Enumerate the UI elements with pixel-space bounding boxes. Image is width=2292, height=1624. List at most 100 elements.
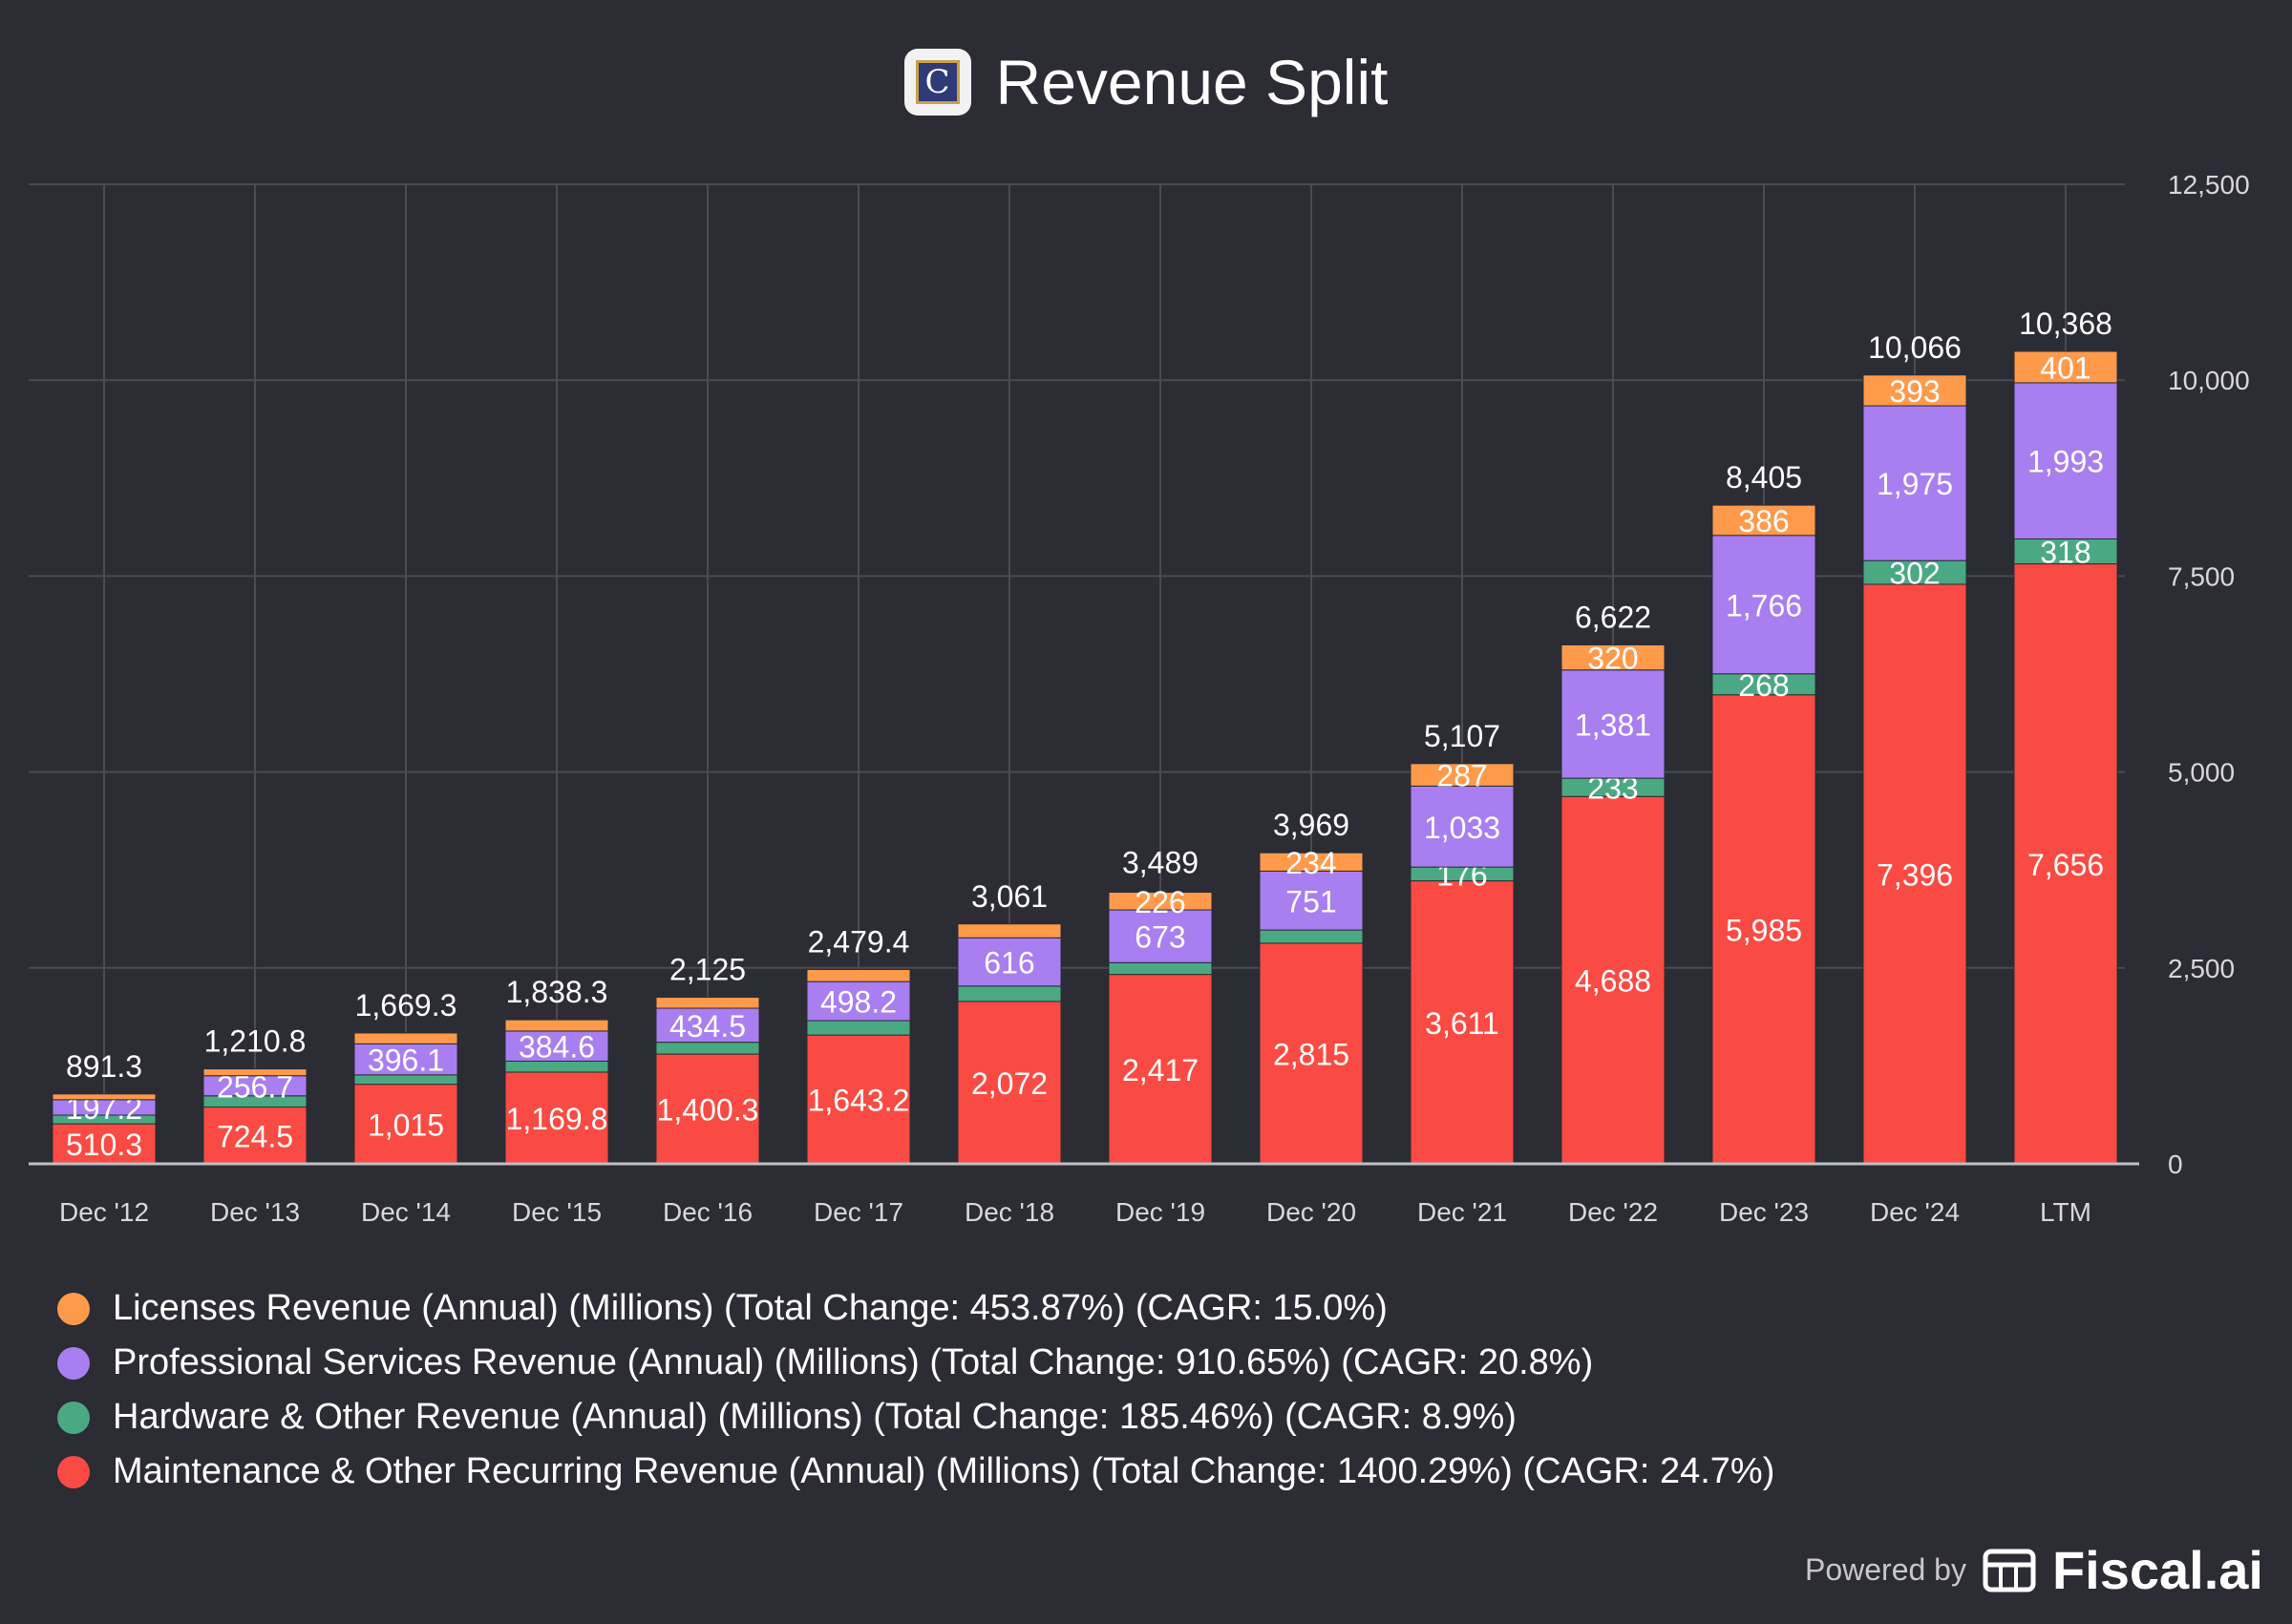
legend-item-maintenance[interactable]: Maintenance & Other Recurring Revenue (A… — [57, 1445, 1774, 1499]
bar-segment — [655, 997, 760, 1009]
x-tick-label: LTM — [2040, 1197, 2091, 1227]
data-label: 510.3 — [66, 1128, 142, 1162]
total-label: 1,669.3 — [355, 988, 457, 1023]
x-tick-label: Dec '20 — [1266, 1197, 1356, 1227]
data-label: 4,688 — [1575, 964, 1651, 999]
bar-segment — [1862, 405, 1967, 561]
y-tick-label: 0 — [2168, 1149, 2183, 1179]
legend-dot-professional-icon — [57, 1346, 90, 1380]
y-tick-label: 2,500 — [2168, 954, 2235, 983]
fiscal-logo-icon — [1983, 1549, 2036, 1592]
bar-segment — [1259, 870, 1364, 931]
powered-by-text: Powered by — [1804, 1552, 1966, 1587]
data-label: 226 — [1135, 885, 1185, 919]
legend-label: Licenses Revenue (Annual) (Millions) (To… — [113, 1288, 1388, 1328]
data-label: 724.5 — [217, 1119, 293, 1153]
data-label: 1,381 — [1575, 707, 1651, 742]
bar-segment — [655, 1053, 760, 1165]
bar-segment — [1108, 974, 1213, 1165]
bar-segment — [957, 923, 1062, 939]
data-label: 7,396 — [1877, 857, 1953, 892]
legend-item-hardware[interactable]: Hardware & Other Revenue (Annual) (Milli… — [57, 1390, 1774, 1445]
bar-segment — [2013, 538, 2118, 565]
total-label: 2,125 — [669, 953, 746, 987]
bar-segment — [806, 1034, 911, 1165]
data-label: 1,169.8 — [506, 1102, 608, 1136]
bar-segment — [957, 1001, 1062, 1165]
data-label: 1,975 — [1877, 467, 1953, 501]
legend-label: Maintenance & Other Recurring Revenue (A… — [113, 1451, 1775, 1491]
data-label: 287 — [1436, 759, 1487, 793]
total-label: 10,368 — [2019, 306, 2112, 341]
data-label: 302 — [1889, 557, 1940, 591]
bar-segment — [1560, 643, 1666, 671]
bar-segment — [1711, 504, 1816, 537]
bar-segment — [655, 1042, 760, 1055]
chart-title-text: Revenue Split — [995, 47, 1389, 117]
total-label: 6,622 — [1575, 600, 1651, 634]
data-label: 498.2 — [820, 985, 897, 1020]
total-label: 1,210.8 — [204, 1024, 307, 1059]
total-label: 5,107 — [1424, 719, 1500, 753]
legend-dot-hardware-icon — [57, 1401, 90, 1434]
x-tick-label: Dec '16 — [663, 1197, 753, 1227]
x-tick-label: Dec '23 — [1719, 1197, 1809, 1227]
data-label: 234 — [1285, 846, 1336, 880]
total-label: 891.3 — [66, 1049, 142, 1084]
y-tick-label: 12,500 — [2168, 170, 2250, 200]
x-tick-label: Dec '15 — [512, 1197, 602, 1227]
data-label: 5,985 — [1726, 913, 1802, 947]
bar-segment — [1108, 961, 1213, 976]
bar-segment — [353, 1043, 458, 1076]
bar-segment — [353, 1084, 458, 1165]
bar-segment — [1410, 785, 1515, 868]
bar-segment — [1108, 892, 1213, 911]
data-label: 401 — [2040, 350, 2090, 385]
data-label: 1,766 — [1726, 588, 1802, 622]
total-label: 3,969 — [1273, 808, 1349, 842]
data-label: 1,643.2 — [808, 1084, 910, 1118]
data-label: 1,993 — [2027, 445, 2104, 479]
data-label: 1,015 — [368, 1107, 444, 1142]
data-label: 1,400.3 — [657, 1093, 759, 1128]
total-label: 8,405 — [1726, 460, 1802, 495]
x-tick-label: Dec '19 — [1115, 1197, 1205, 1227]
data-label: 1,033 — [1424, 811, 1500, 845]
data-label: 7,656 — [2027, 848, 2104, 882]
data-label: 616 — [984, 946, 1034, 981]
bar-segment — [52, 1123, 157, 1165]
data-label: 751 — [1285, 884, 1336, 918]
bar-segment — [1259, 852, 1364, 872]
legend-item-licenses[interactable]: Licenses Revenue (Annual) (Millions) (To… — [57, 1281, 1774, 1336]
x-tick-label: Dec '22 — [1568, 1197, 1658, 1227]
bar-segment — [957, 985, 1062, 1002]
bar-segment — [957, 937, 1062, 987]
bar-segment — [655, 1007, 760, 1044]
bar-segment — [1560, 669, 1666, 779]
bar-segment — [806, 1020, 911, 1036]
brand-name[interactable]: Fiscal.ai — [2051, 1540, 2263, 1600]
legend-dot-maintenance-icon — [57, 1455, 90, 1488]
bar-segment — [504, 1019, 609, 1032]
bar-segment — [52, 1093, 157, 1101]
x-tick-label: Dec '21 — [1417, 1197, 1507, 1227]
data-label: 673 — [1135, 920, 1185, 955]
bar-segment — [1410, 880, 1515, 1165]
footer: Powered by Fiscal.ai — [1805, 1539, 2263, 1601]
x-tick-label: Dec '24 — [1870, 1197, 1960, 1227]
data-label: 2,072 — [971, 1066, 1048, 1101]
data-label: 396.1 — [368, 1044, 444, 1078]
legend-dot-licenses-icon — [57, 1292, 90, 1325]
legend-item-professional-services[interactable]: Professional Services Revenue (Annual) (… — [57, 1336, 1774, 1390]
bar-segment — [1560, 795, 1666, 1165]
total-label: 2,479.4 — [808, 924, 910, 959]
bar-segment — [353, 1032, 458, 1044]
bar-segment — [806, 969, 911, 982]
total-label: 10,066 — [1868, 330, 1962, 365]
bar-segment — [2013, 563, 2118, 1165]
bar-segment — [806, 981, 911, 1022]
legend: Licenses Revenue (Annual) (Millions) (To… — [57, 1281, 1774, 1499]
legend-label: Professional Services Revenue (Annual) (… — [113, 1342, 1594, 1382]
data-label: 2,417 — [1122, 1053, 1199, 1087]
